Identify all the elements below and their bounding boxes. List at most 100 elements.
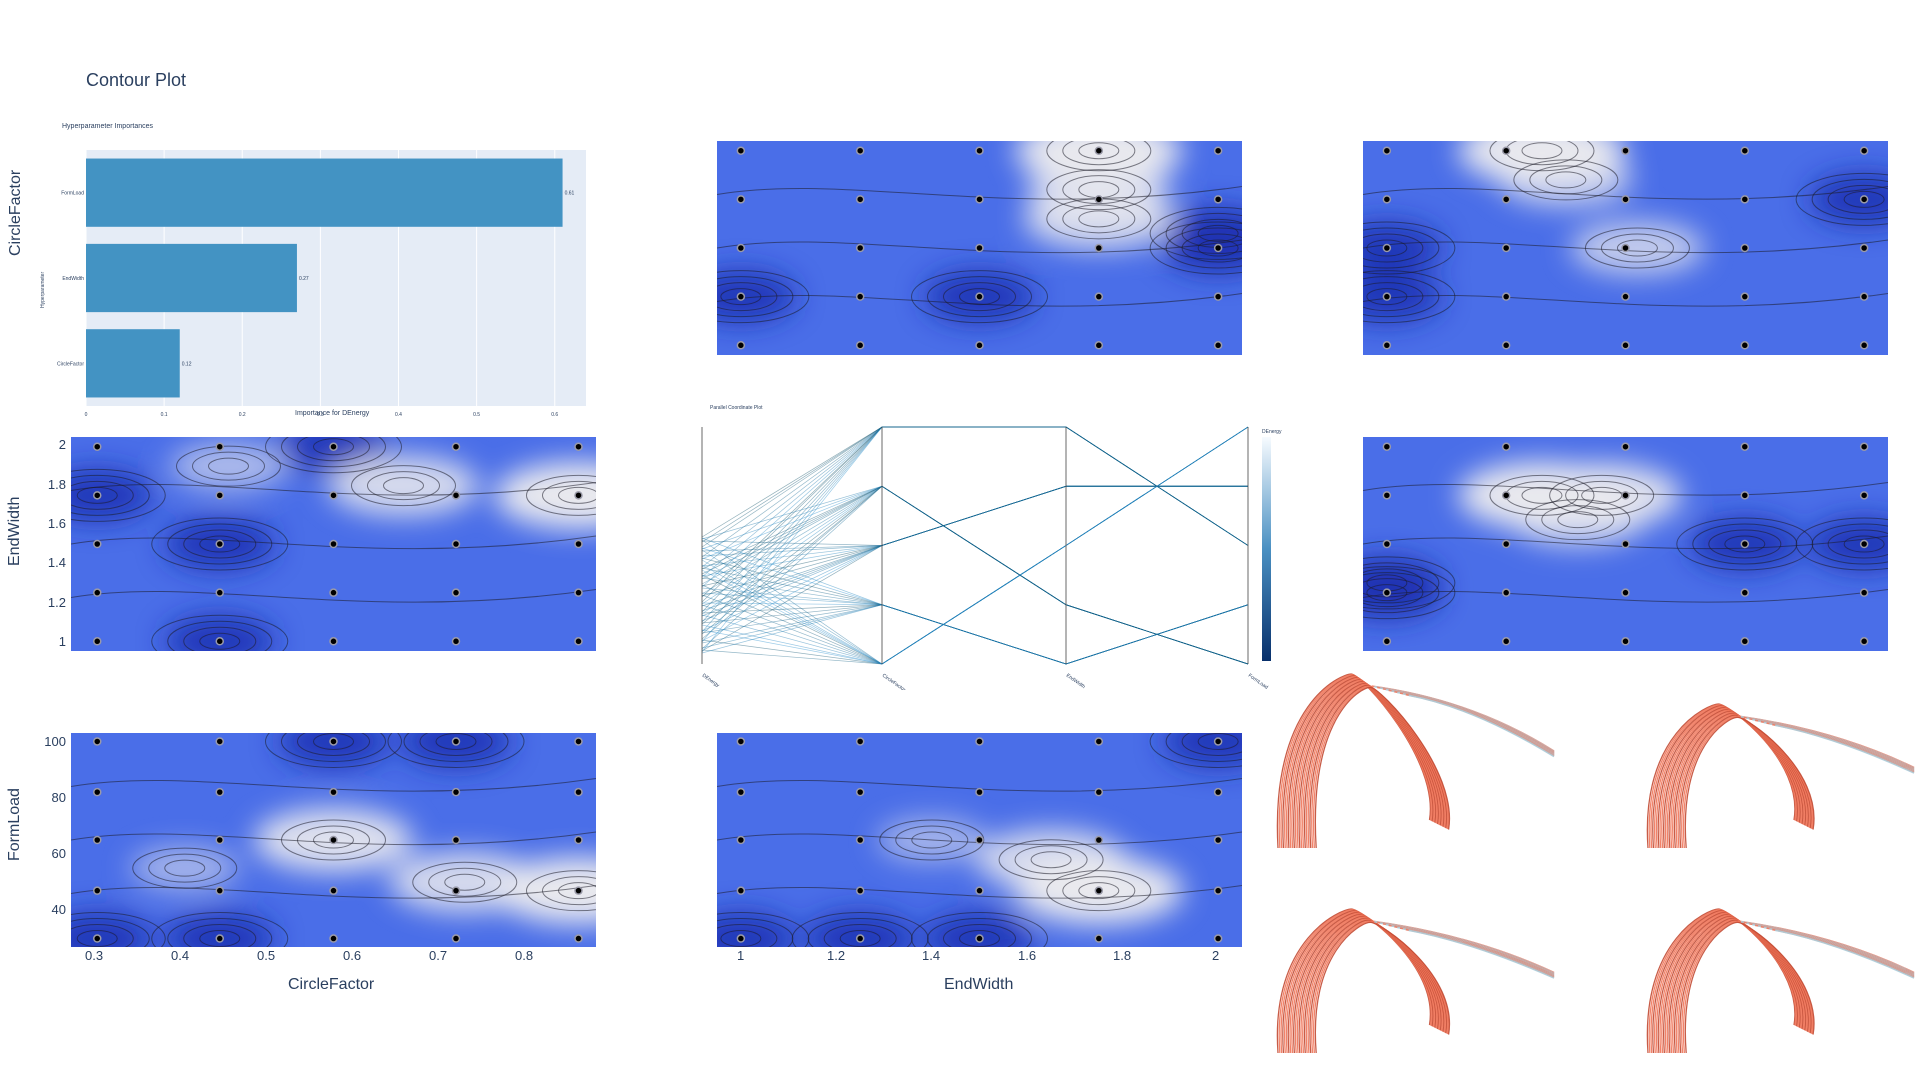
- trial-point[interactable]: [1094, 341, 1104, 350]
- trial-point[interactable]: [1213, 787, 1223, 797]
- trial-point[interactable]: [1213, 886, 1223, 895]
- trial-point[interactable]: [1382, 637, 1392, 646]
- trial-point[interactable]: [215, 491, 224, 500]
- trial-point[interactable]: [855, 195, 865, 204]
- trial-point[interactable]: [1859, 243, 1869, 253]
- trial-point[interactable]: [1501, 146, 1511, 155]
- contour-top-middle[interactable]: [717, 141, 1242, 355]
- contour-formload-vs-circlefactor[interactable]: [71, 733, 596, 947]
- trial-point[interactable]: [1740, 491, 1750, 500]
- trial-point[interactable]: [736, 243, 746, 253]
- trial-point[interactable]: [1382, 539, 1392, 549]
- trial-point[interactable]: [1213, 341, 1223, 350]
- trial-point[interactable]: [1621, 341, 1630, 350]
- trial-point[interactable]: [1859, 292, 1869, 301]
- importance-bar-endwidth[interactable]: [86, 243, 297, 313]
- trial-point[interactable]: [1382, 491, 1392, 500]
- trial-point[interactable]: [329, 737, 338, 746]
- trial-point[interactable]: [736, 886, 746, 895]
- trial-point[interactable]: [1382, 195, 1392, 204]
- trial-point[interactable]: [1501, 491, 1511, 500]
- trial-point[interactable]: [1740, 637, 1750, 646]
- trial-point[interactable]: [574, 835, 583, 845]
- trial-point[interactable]: [215, 835, 224, 845]
- trial-point[interactable]: [736, 835, 746, 845]
- trial-point[interactable]: [451, 934, 461, 943]
- trial-point[interactable]: [1382, 588, 1392, 597]
- trial-point[interactable]: [574, 886, 583, 895]
- trial-point[interactable]: [574, 737, 583, 746]
- trial-point[interactable]: [1501, 539, 1511, 549]
- trial-point[interactable]: [215, 442, 224, 451]
- trial-point[interactable]: [93, 539, 102, 549]
- trial-point[interactable]: [975, 292, 984, 301]
- trial-point[interactable]: [1213, 243, 1223, 253]
- trial-point[interactable]: [1859, 195, 1869, 204]
- trial-point[interactable]: [1213, 737, 1223, 746]
- trial-point[interactable]: [1094, 835, 1104, 845]
- trial-point[interactable]: [215, 737, 224, 746]
- trial-point[interactable]: [855, 835, 865, 845]
- trial-point[interactable]: [975, 341, 984, 350]
- trial-point[interactable]: [93, 886, 102, 895]
- trial-point[interactable]: [1740, 539, 1750, 549]
- trial-point[interactable]: [215, 934, 224, 943]
- trial-point[interactable]: [1740, 243, 1750, 253]
- trial-point[interactable]: [1501, 292, 1511, 301]
- trial-point[interactable]: [93, 442, 102, 451]
- trial-point[interactable]: [1501, 442, 1511, 451]
- trial-point[interactable]: [93, 637, 102, 646]
- trial-point[interactable]: [1501, 243, 1511, 253]
- trial-point[interactable]: [1094, 787, 1104, 797]
- trial-point[interactable]: [574, 442, 583, 451]
- trial-point[interactable]: [1859, 146, 1869, 155]
- trial-point[interactable]: [1213, 835, 1223, 845]
- contour-mid-right[interactable]: [1363, 437, 1888, 651]
- trial-point[interactable]: [451, 539, 461, 549]
- trial-point[interactable]: [1501, 195, 1511, 204]
- trial-point[interactable]: [574, 539, 583, 549]
- trial-point[interactable]: [1621, 195, 1630, 204]
- trial-point[interactable]: [1094, 934, 1104, 943]
- trial-point[interactable]: [215, 637, 224, 646]
- trial-point[interactable]: [329, 442, 338, 451]
- trial-point[interactable]: [736, 934, 746, 943]
- trial-point[interactable]: [1859, 588, 1869, 597]
- trial-point[interactable]: [975, 195, 984, 204]
- trial-point[interactable]: [215, 588, 224, 597]
- trial-point[interactable]: [1859, 491, 1869, 500]
- trial-point[interactable]: [1501, 637, 1511, 646]
- trial-point[interactable]: [451, 835, 461, 845]
- trial-point[interactable]: [855, 886, 865, 895]
- trial-point[interactable]: [1740, 195, 1750, 204]
- trial-point[interactable]: [855, 146, 865, 155]
- trial-point[interactable]: [736, 737, 746, 746]
- contour-top-right[interactable]: [1363, 141, 1888, 355]
- trial-point[interactable]: [736, 146, 746, 155]
- trial-point[interactable]: [329, 588, 338, 597]
- trial-point[interactable]: [93, 787, 102, 797]
- trial-point[interactable]: [574, 491, 583, 500]
- trial-point[interactable]: [1740, 588, 1750, 597]
- trial-point[interactable]: [451, 886, 461, 895]
- trial-point[interactable]: [1859, 442, 1869, 451]
- trial-point[interactable]: [975, 835, 984, 845]
- trial-point[interactable]: [1621, 588, 1630, 597]
- trial-point[interactable]: [1213, 195, 1223, 204]
- trial-point[interactable]: [1094, 292, 1104, 301]
- trial-point[interactable]: [329, 886, 338, 895]
- trial-point[interactable]: [1621, 292, 1630, 301]
- trial-point[interactable]: [975, 737, 984, 746]
- importance-bar-formload[interactable]: [86, 158, 563, 227]
- trial-point[interactable]: [1859, 539, 1869, 549]
- trial-point[interactable]: [855, 292, 865, 301]
- trial-point[interactable]: [93, 934, 102, 943]
- trial-point[interactable]: [574, 787, 583, 797]
- trial-point[interactable]: [855, 737, 865, 746]
- trial-point[interactable]: [1621, 243, 1630, 253]
- trial-point[interactable]: [1382, 146, 1392, 155]
- trial-point[interactable]: [1213, 146, 1223, 155]
- trial-point[interactable]: [1859, 637, 1869, 646]
- trial-point[interactable]: [215, 886, 224, 895]
- trial-point[interactable]: [215, 539, 224, 549]
